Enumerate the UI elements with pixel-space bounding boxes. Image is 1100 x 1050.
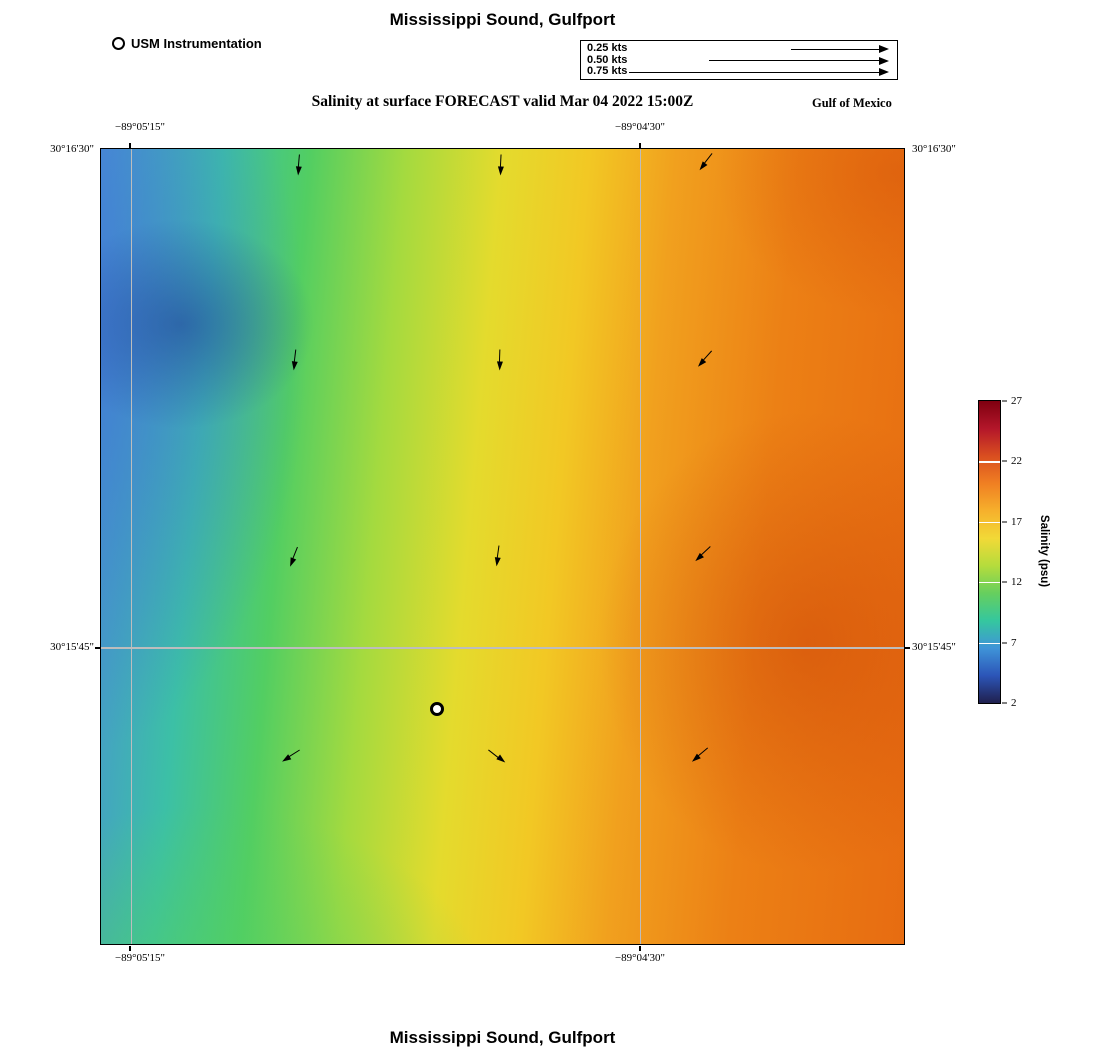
colorbar-tick-line [979, 582, 1000, 584]
speed-scale-row: 0.50 kts [587, 53, 891, 66]
current-vector-arrow [279, 747, 301, 765]
colorbar-tick-mark [1002, 521, 1007, 523]
x-tick-label-bottom-west: −89°05'15" [114, 952, 166, 964]
axis-tick-mark [95, 647, 100, 649]
y-tick-label-right-north: 30°16'30" [912, 143, 956, 155]
colorbar-tick-mark [1002, 642, 1007, 644]
speed-scale-row: 0.75 kts [587, 66, 891, 77]
colorbar-tick-line [979, 521, 1000, 523]
axis-tick-mark [639, 946, 641, 951]
axis-tick-mark [129, 143, 131, 148]
current-vector-arrow [689, 745, 710, 765]
current-vector-arrow [486, 746, 507, 765]
axis-tick-mark [129, 946, 131, 951]
colorbar-tick-label: 12 [1011, 576, 1022, 589]
colorbar-tick-label: 7 [1011, 636, 1017, 649]
current-vector-arrow [493, 545, 504, 567]
speed-scale-arrow [629, 68, 889, 77]
speed-scale-legend: 0.25 kts 0.50 kts 0.75 kts [580, 40, 898, 80]
axis-tick-mark [639, 143, 641, 148]
current-vector-arrow [286, 546, 301, 568]
figure-subtitle: Salinity at surface FORECAST valid Mar 0… [311, 93, 694, 110]
instrument-legend: USM Instrumentation [112, 36, 262, 51]
colorbar-tick-label: 22 [1011, 455, 1022, 468]
current-vector-arrow [290, 349, 300, 372]
x-tick-label-bottom-east: −89°04'30" [614, 952, 666, 964]
gridline-vertical-west [130, 149, 133, 944]
region-label: Gulf of Mexico [812, 96, 892, 110]
gridline-vertical-east [639, 149, 642, 944]
speed-scale-arrow [791, 45, 889, 54]
y-tick-label-left-south: 30°15'45" [50, 641, 94, 653]
figure-title-bottom: Mississippi Sound, Gulfport [389, 1028, 616, 1047]
colorbar-tick-label: 27 [1011, 395, 1022, 407]
current-vector-arrow [695, 348, 715, 369]
colorbar-tick-mark [1002, 460, 1007, 462]
axis-tick-mark [905, 647, 910, 649]
colorbar-tick-label: 17 [1011, 515, 1022, 528]
speed-scale-row: 0.25 kts [587, 43, 891, 54]
usm-station-marker [430, 702, 445, 717]
arrowhead-icon [879, 68, 889, 77]
instrument-legend-label: USM Instrumentation [131, 36, 262, 51]
speed-scale-label: 0.50 kts [587, 53, 628, 66]
colorbar-tick-mark [1002, 400, 1007, 402]
figure-title-top: Mississippi Sound, Gulfport [389, 10, 616, 29]
current-vector-arrow [496, 154, 505, 176]
colorbar-tick-labels: 27 22 17 12 7 2 [978, 395, 1068, 709]
current-vector-arrow [696, 151, 715, 172]
y-tick-label-left-north: 30°16'30" [50, 143, 94, 155]
arrowhead-icon [879, 56, 889, 65]
speed-scale-label: 0.25 kts [587, 42, 628, 54]
station-marker-icon [112, 37, 125, 50]
map-plot [100, 148, 905, 945]
colorbar-gradient [978, 400, 1001, 704]
colorbar-tick-mark [1002, 581, 1007, 583]
colorbar-tick-mark [1002, 702, 1007, 704]
colorbar: 27 22 17 12 7 2 Salinity (psu) [978, 395, 1068, 709]
colorbar-tick-label: 2 [1011, 697, 1017, 709]
current-vector-arrow [294, 154, 304, 176]
colorbar-tick-line [979, 461, 1000, 463]
arrowhead-icon [879, 45, 889, 54]
speed-scale-label: 0.75 kts [587, 65, 628, 77]
colorbar-tick-line [979, 642, 1000, 644]
x-tick-label-top-west: −89°05'15" [114, 121, 166, 133]
gridline-horizontal [101, 647, 904, 649]
y-tick-label-right-south: 30°15'45" [912, 641, 956, 653]
speed-scale-arrow [709, 56, 889, 65]
current-vector-arrow [693, 544, 714, 564]
current-vector-arrow [496, 349, 505, 372]
x-tick-label-top-east: −89°04'30" [614, 121, 666, 133]
colorbar-title: Salinity (psu) [1038, 514, 1050, 588]
